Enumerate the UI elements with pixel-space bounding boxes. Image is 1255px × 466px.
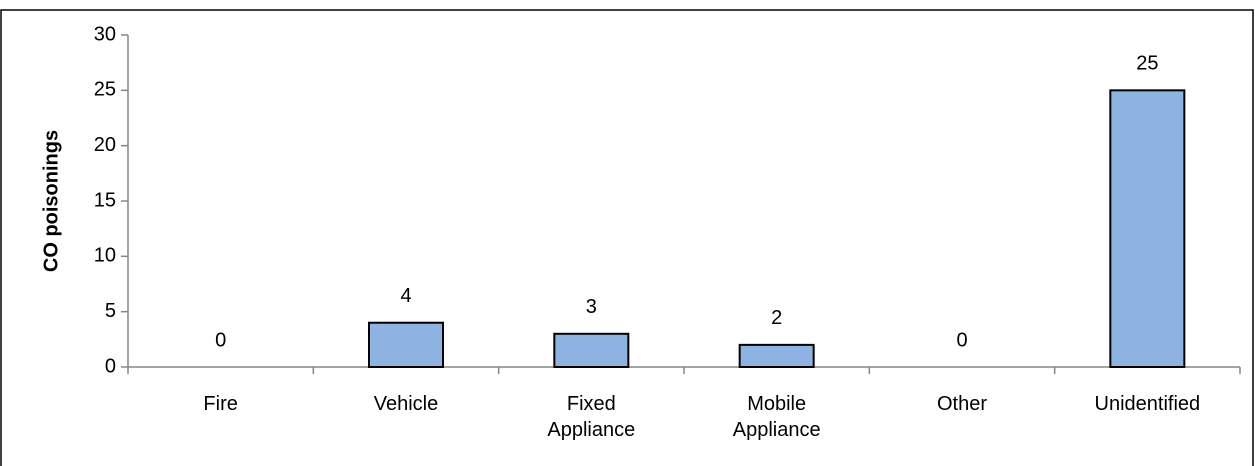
- data-label: 4: [400, 285, 411, 307]
- y-tick-label: 30: [94, 23, 116, 45]
- y-tick-label: 15: [94, 189, 116, 211]
- data-label: 0: [956, 329, 967, 351]
- y-tick-label: 0: [105, 355, 116, 377]
- y-tick-label: 20: [94, 134, 116, 156]
- chart-border: [0, 9, 1254, 466]
- x-tick-label: Other: [936, 393, 988, 415]
- bar: [1109, 89, 1186, 368]
- data-label: 0: [215, 329, 226, 351]
- y-axis-label: CO poisonings: [40, 130, 62, 272]
- bar: [738, 343, 815, 369]
- data-label: 25: [1136, 53, 1158, 75]
- x-tick-label: Fire: [203, 393, 238, 415]
- y-tick-label: 25: [94, 79, 116, 101]
- y-tick-label: 5: [105, 300, 116, 322]
- x-tick-label: Vehicle: [373, 393, 439, 415]
- x-tick-label: Unidentified: [1094, 393, 1201, 415]
- bar: [553, 332, 630, 368]
- bar: [368, 321, 444, 369]
- x-tick-label: Fixed Appliance: [547, 393, 636, 441]
- x-tick-label: Mobile Appliance: [732, 393, 821, 441]
- data-label: 3: [586, 296, 597, 318]
- y-tick-label: 10: [94, 245, 116, 267]
- data-label: 2: [771, 307, 782, 329]
